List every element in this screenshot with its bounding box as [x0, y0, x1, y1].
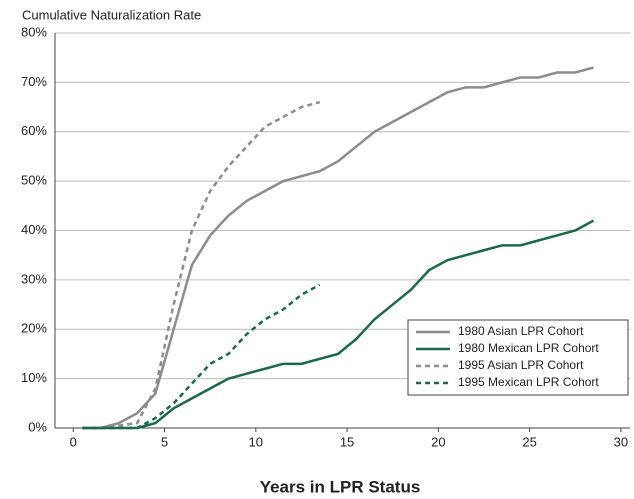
x-tick-label: 20 — [431, 434, 445, 449]
series-line — [82, 66, 594, 430]
y-tick-label: 30% — [21, 271, 47, 286]
chart-title: Cumulative Naturalization Rate — [22, 7, 201, 22]
y-tick-label: 20% — [21, 321, 47, 336]
x-tick-label: 0 — [70, 434, 77, 449]
legend-label: 1980 Mexican LPR Cohort — [458, 341, 599, 355]
series-line — [82, 219, 595, 430]
y-tick-label: 0% — [28, 419, 47, 434]
y-tick-label: 60% — [21, 123, 47, 138]
legend-label: 1980 Asian LPR Cohort — [458, 324, 584, 338]
series-line — [82, 100, 321, 430]
y-tick-label: 70% — [21, 74, 47, 89]
legend-label: 1995 Asian LPR Cohort — [458, 358, 584, 372]
x-tick-label: 5 — [161, 434, 168, 449]
y-tick-label: 40% — [21, 222, 47, 237]
x-tick-label: 25 — [522, 434, 536, 449]
y-tick-label: 10% — [21, 370, 47, 385]
x-axis-label: Years in LPR Status — [260, 477, 421, 496]
x-tick-label: 10 — [249, 434, 263, 449]
legend-label: 1995 Mexican LPR Cohort — [458, 375, 599, 389]
y-tick-label: 80% — [21, 24, 47, 39]
x-tick-label: 30 — [614, 434, 628, 449]
series-line — [82, 283, 321, 430]
y-tick-label: 50% — [21, 173, 47, 188]
x-tick-label: 15 — [340, 434, 354, 449]
